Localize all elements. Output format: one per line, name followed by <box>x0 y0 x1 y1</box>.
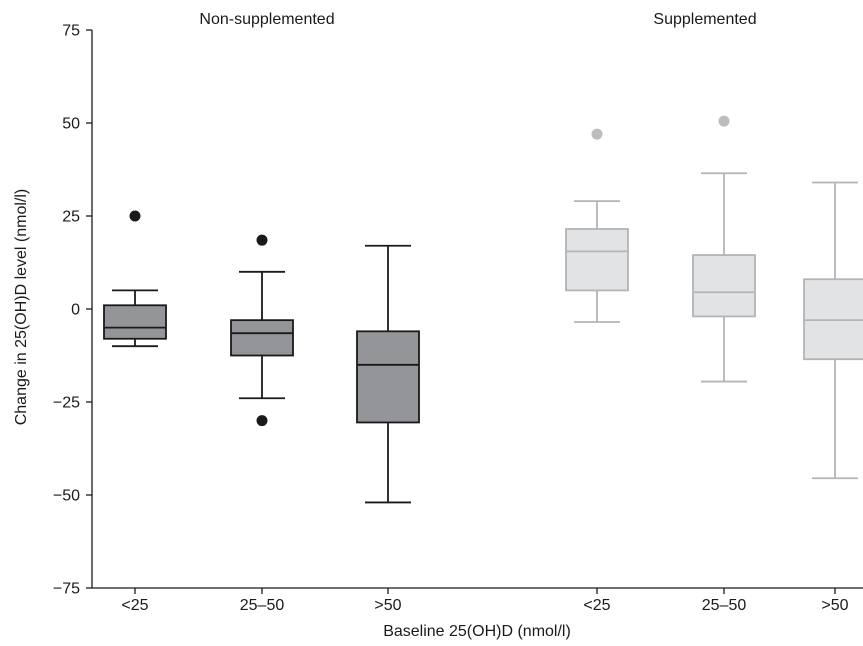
iqr-box <box>692 254 756 318</box>
group-title: Non-supplemented <box>199 11 334 28</box>
group-titles: Non-supplemented Supplemented <box>199 11 756 28</box>
iqr-box <box>565 228 629 292</box>
x-category-labels: <25 25–50 >50 <25 25–50 >50 <box>121 588 849 614</box>
x-category-label: >50 <box>374 597 401 614</box>
x-category-label: 25–50 <box>240 597 285 614</box>
box-plot <box>692 115 756 383</box>
outlier-point <box>129 210 141 222</box>
y-tick-label: −50 <box>53 488 80 505</box>
y-tick-label: −25 <box>53 395 80 412</box>
y-tick-label: −75 <box>53 581 80 598</box>
outlier-point <box>256 234 268 246</box>
box-plot <box>356 244 420 504</box>
x-axis-title: Baseline 25(OH)D (nmol/l) <box>383 623 571 640</box>
iqr-box <box>230 319 294 357</box>
outlier-point <box>591 128 603 140</box>
box-plot <box>230 234 294 427</box>
group-title: Supplemented <box>653 11 756 28</box>
x-category-label: <25 <box>121 597 148 614</box>
y-ticks: −75 −50 −25 0 25 50 75 <box>53 23 92 598</box>
box-plot <box>565 128 629 323</box>
box-plot <box>103 210 167 348</box>
y-tick-label: 25 <box>62 209 80 226</box>
y-tick-label: 0 <box>71 302 80 319</box>
outlier-point <box>718 115 730 127</box>
x-category-label: <25 <box>583 597 610 614</box>
iqr-box <box>356 330 420 424</box>
x-category-label: 25–50 <box>702 597 747 614</box>
iqr-box <box>103 304 167 340</box>
outlier-point <box>256 415 268 427</box>
boxes <box>103 115 863 504</box>
iqr-box <box>803 278 863 361</box>
box-plot <box>803 181 863 480</box>
y-axis-title: Change in 25(OH)D level (nmol/l) <box>13 189 30 426</box>
y-tick-label: 75 <box>62 23 80 40</box>
y-tick-label: 50 <box>62 116 80 133</box>
x-category-label: >50 <box>821 597 848 614</box>
